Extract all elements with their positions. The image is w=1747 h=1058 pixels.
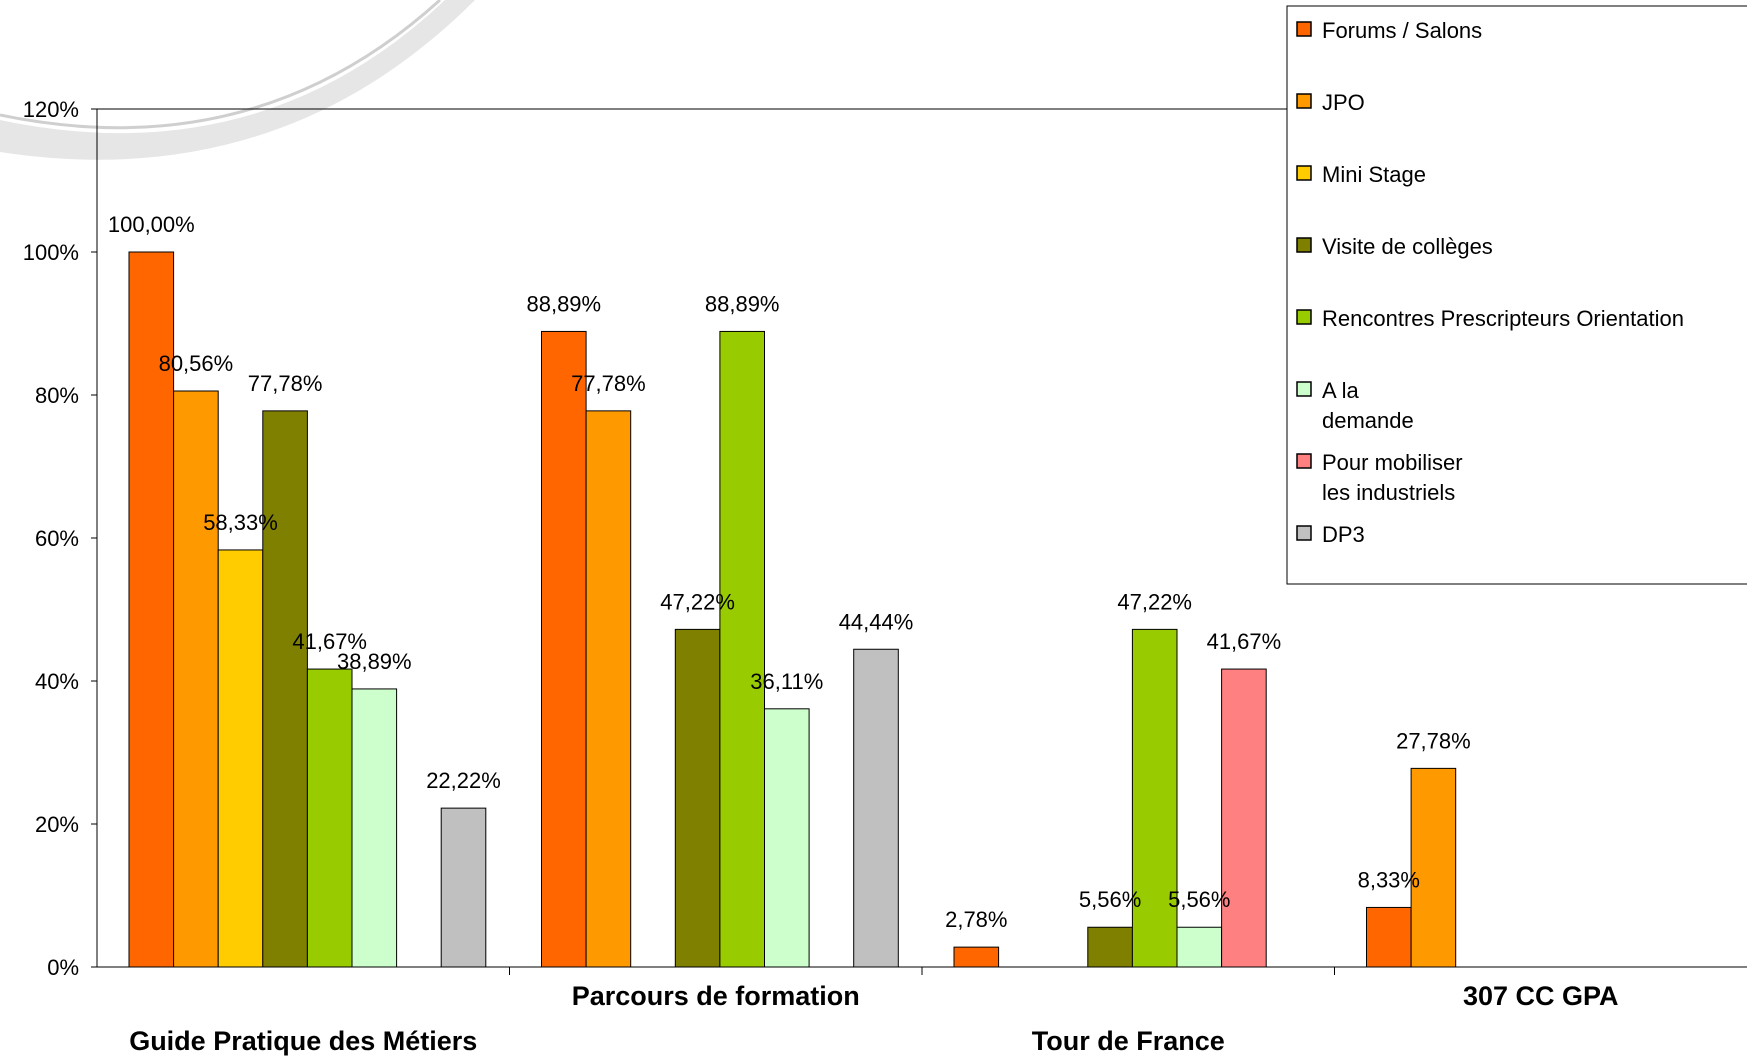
bar [1087,926,1133,968]
data-label: 58,33% [203,510,278,535]
data-label: 41,67% [1207,629,1282,654]
data-label: 2,78% [945,907,1007,932]
y-tick-label: 40% [35,669,79,694]
data-label: 36,11% [750,669,823,694]
bar [217,549,264,968]
legend-swatch [1296,525,1312,541]
category-label: 307 CC GPA [1463,981,1619,1011]
legend-entry: Pour mobiliser les industriels [1322,450,1463,505]
legend-swatch [1296,165,1312,181]
bar [173,390,219,968]
data-label: 5,56% [1168,887,1230,912]
bar [541,330,587,968]
y-tick-label: 20% [35,812,79,837]
category-label: Parcours de formation [572,981,860,1011]
y-tick-label: 60% [35,526,79,551]
data-label: 100,00% [108,212,195,237]
y-tick-label: 100% [23,240,79,265]
legend-swatch [1296,93,1312,109]
bar [719,330,766,968]
data-label: 27,78% [1396,728,1471,753]
watermark-arc [0,0,475,160]
bar [1176,926,1223,968]
bar [128,251,175,968]
plot-area: 0% 20% 40% 60% 80% 100% 120% [23,97,1747,980]
legend: Forums / Salons JPO Mini Stage Visite de co… [1286,5,1747,585]
legend-swatch [1296,237,1312,253]
legend-swatch [1296,309,1312,325]
data-label: 47,22% [660,589,735,614]
data-label: 77,78% [571,371,646,396]
bar [1410,767,1457,968]
bar [1131,628,1178,968]
bar [262,410,308,968]
y-tick-label: 0% [47,955,79,980]
data-label: 41,67% [292,629,367,654]
bar [674,628,721,968]
legend-entry: A la demande [1322,378,1414,433]
data-label: 22,22% [426,768,501,793]
data-label: 38,89% [337,649,412,674]
y-tick-label: 80% [35,383,79,408]
category-label: Guide Pratique des Métiers [129,1026,477,1056]
legend-entry: Visite de collèges [1322,234,1493,259]
legend-entry: Mini Stage [1322,162,1426,187]
bar [1366,906,1412,968]
legend-box [1286,5,1747,585]
data-label: 88,89% [705,291,780,316]
category-labels-group: Guide Pratique des Métiers Parcours de fo… [129,981,1618,1056]
data-label: 47,22% [1117,589,1192,614]
bar [440,807,487,968]
bar [351,688,398,968]
category-label: Tour de France [1032,1026,1225,1056]
data-label: 8,33% [1358,867,1420,892]
data-labels-group: 100,00% 88,89% 2,78% 8,33% 80,56% 77,78% 27,78… [108,212,1471,932]
data-label: 5,56% [1079,887,1141,912]
bar [953,946,1000,968]
legend-entry: Rencontres Prescripteurs Orientation [1322,306,1684,331]
data-label: 44,44% [839,609,914,634]
legend-entry: Forums / Salons [1322,18,1482,43]
data-label: 77,78% [248,371,323,396]
bar [1221,668,1267,968]
data-label: 80,56% [159,351,234,376]
bar [853,648,899,968]
legend-entry: DP3 [1322,522,1365,547]
data-label: 88,89% [526,291,601,316]
y-tick-label: 120% [23,97,79,122]
bar [764,708,810,968]
legend-swatch [1296,21,1312,37]
legend-swatch [1296,381,1312,397]
legend-entry: JPO [1322,90,1365,115]
bar [585,410,632,968]
legend-swatch [1296,453,1312,469]
bar [306,668,353,968]
bars-group [128,251,1457,968]
